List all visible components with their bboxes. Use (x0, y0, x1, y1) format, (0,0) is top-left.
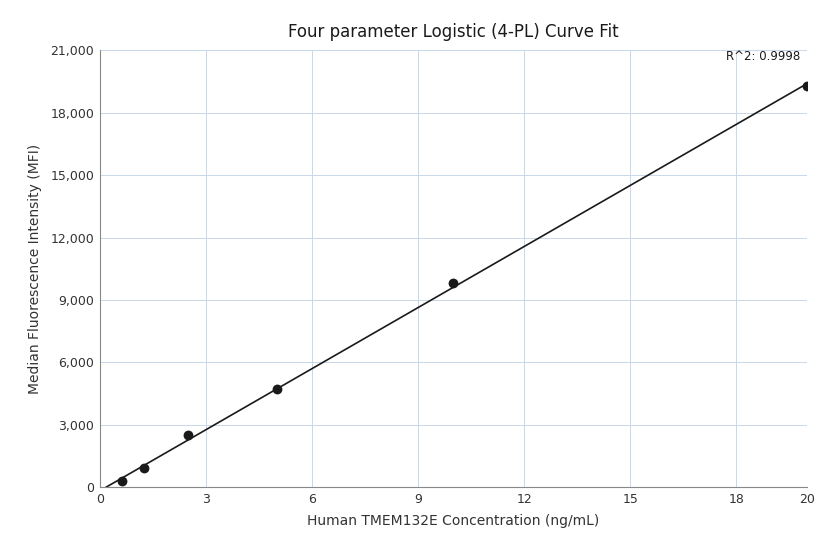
Point (800, 81, 814, 90)
Text: R^2: 0.9998: R^2: 0.9998 (726, 50, 800, 63)
Point (116, 477, 129, 486)
Point (447, 279, 460, 288)
Title: Four parameter Logistic (4-PL) Curve Fit: Four parameter Logistic (4-PL) Curve Fit (288, 22, 619, 40)
X-axis label: Human TMEM132E Concentration (ng/mL): Human TMEM132E Concentration (ng/mL) (307, 514, 600, 528)
Point (137, 464, 151, 473)
Point (270, 385, 283, 394)
Y-axis label: Median Fluorescence Intensity (MFI): Median Fluorescence Intensity (MFI) (28, 144, 42, 394)
Point (181, 431, 195, 440)
